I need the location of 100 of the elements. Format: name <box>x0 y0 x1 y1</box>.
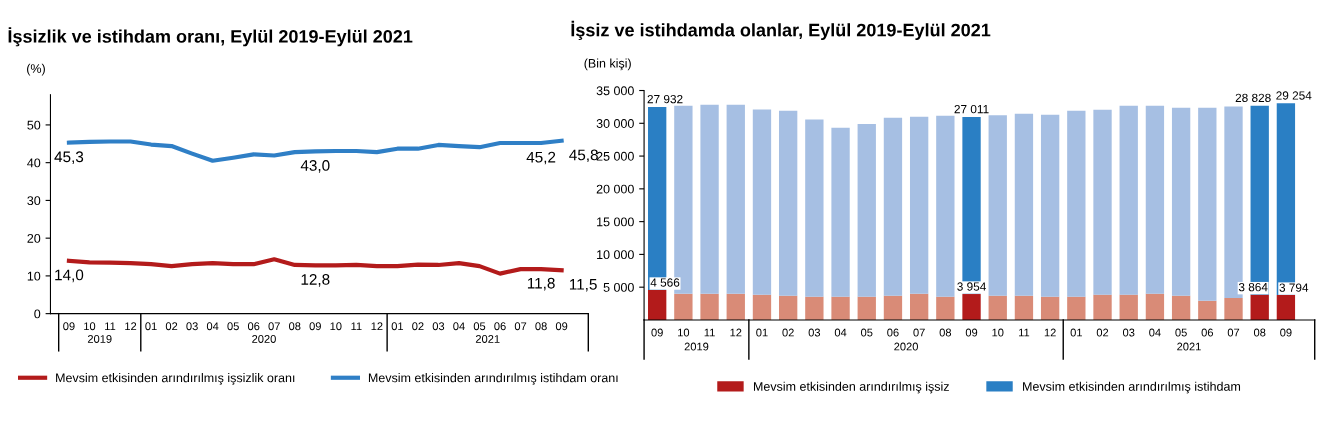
bar <box>1145 105 1165 294</box>
x-tick-label: 11 <box>1019 328 1030 337</box>
x-tick-label: 05 <box>473 322 486 331</box>
y-tick-label: 10 <box>27 271 41 281</box>
bar <box>1119 105 1138 295</box>
data-label: 14,0 <box>55 269 84 283</box>
text: 2020 <box>252 335 276 343</box>
x-tick-label: 05 <box>861 328 873 337</box>
x-tick-label: 05 <box>227 322 239 331</box>
chart-title: İşsiz ve istihdamda olanlar, Eylül 2019-Eylül 2021 <box>571 20 991 41</box>
x-tick-label: 09 <box>63 322 75 331</box>
bar <box>1198 300 1217 320</box>
data-label: 27 011 <box>954 104 989 114</box>
x-tick-label: 03 <box>432 322 445 331</box>
bar <box>1224 298 1243 320</box>
bar <box>1171 295 1191 320</box>
bar <box>909 116 929 294</box>
x-tick-label: 02 <box>412 322 424 331</box>
legend-label: Mevsim etkisinden arındırılmış işsizlik oranı <box>56 373 295 385</box>
x-tick-label: 11 <box>105 322 116 331</box>
data-label: 3 864 <box>1238 282 1268 292</box>
x-tick-label: 01 <box>1070 328 1082 337</box>
y-tick-label: 25 000 <box>596 151 634 161</box>
x-tick-label: 02 <box>1096 328 1109 337</box>
chart-title: İşsizlik ve istihdam oranı, Eylül 2019-Eylül 2021 <box>8 27 413 47</box>
data-label: 11,5 <box>569 279 597 292</box>
bar <box>857 123 876 297</box>
data-label: 45,2 <box>526 151 556 165</box>
bar <box>1224 106 1243 298</box>
x-tick-label: 08 <box>1253 328 1266 337</box>
x-tick-label: 06 <box>247 322 260 331</box>
bar <box>1145 293 1165 320</box>
y-tick-label: 50 <box>27 120 41 130</box>
x-tick-label: 04 <box>453 322 465 331</box>
x-tick-label: 12 <box>1044 328 1056 337</box>
data-label: 27 932 <box>647 94 683 104</box>
bar <box>726 293 745 320</box>
x-tick-label: 10 <box>84 322 96 331</box>
bar <box>700 104 719 294</box>
y-tick-label: 10 000 <box>597 250 634 260</box>
y-tick-label: 15 000 <box>597 217 634 227</box>
x-tick-label: 03 <box>1122 328 1135 337</box>
x-tick-label: 07 <box>1227 328 1240 337</box>
bar <box>1014 295 1034 320</box>
bar <box>1093 109 1112 295</box>
data-label: 45,3 <box>54 151 84 164</box>
x-tick-label: 04 <box>834 328 847 337</box>
bar <box>1250 294 1269 320</box>
y-axis-title: (%) <box>27 63 45 76</box>
bar <box>648 290 667 320</box>
x-tick-label: 01 <box>756 328 768 337</box>
legend-label: Mevsim etkisinden arındırılmış istihdam oranı <box>368 373 618 385</box>
bar <box>752 109 772 295</box>
x-tick-label: 08 <box>289 322 301 331</box>
y-tick-label: 0 <box>34 309 41 319</box>
bar <box>1067 296 1086 320</box>
text: 2021 <box>475 335 500 343</box>
bar <box>1171 107 1191 296</box>
x-tick-label: 03 <box>808 328 821 337</box>
x-tick-label: 04 <box>206 322 219 331</box>
bar <box>1014 113 1034 296</box>
y-axis-title: (Bin kişi) <box>584 58 631 71</box>
y-tick-label: 35 000 <box>596 86 634 96</box>
data-label: 43,0 <box>300 160 330 173</box>
data-label: 3 794 <box>1279 283 1309 292</box>
x-tick-label: 10 <box>678 328 690 337</box>
bar <box>805 296 824 320</box>
x-tick-label: 09 <box>309 322 321 331</box>
text: 2019 <box>684 342 709 351</box>
y-tick-label: 20 000 <box>596 184 634 194</box>
text: 2019 <box>87 335 112 343</box>
bar <box>778 295 798 320</box>
x-tick-label: 10 <box>330 322 342 331</box>
x-tick-label: 10 <box>992 328 1004 337</box>
text: 2020 <box>894 342 918 351</box>
bar <box>805 119 824 297</box>
x-tick-label: 04 <box>1149 328 1161 337</box>
bar <box>936 115 955 297</box>
x-tick-label: 05 <box>1175 328 1187 337</box>
x-tick-label: 11 <box>704 328 715 337</box>
x-tick-label: 06 <box>1201 328 1213 337</box>
x-tick-label: 08 <box>939 328 952 337</box>
x-tick-label: 09 <box>651 328 663 337</box>
x-tick-label: 07 <box>268 322 280 331</box>
data-label: 11,8 <box>527 277 555 291</box>
x-tick-label: 02 <box>782 328 794 337</box>
x-tick-label: 12 <box>371 322 383 331</box>
legend-label: Mevsim etkisinden arındırılmış işsiz <box>753 381 949 394</box>
x-tick-label: 02 <box>165 322 178 331</box>
bar <box>1198 107 1217 301</box>
bar <box>831 296 850 320</box>
x-tick-label: 07 <box>514 322 527 331</box>
text: 2021 <box>1177 342 1201 351</box>
bar <box>1040 296 1060 320</box>
x-tick-label: 12 <box>125 322 137 331</box>
bar <box>700 293 719 320</box>
bar <box>857 296 876 320</box>
y-tick-label: 20 <box>27 233 41 243</box>
bar <box>936 296 955 320</box>
y-tick-label: 5 000 <box>603 282 634 292</box>
